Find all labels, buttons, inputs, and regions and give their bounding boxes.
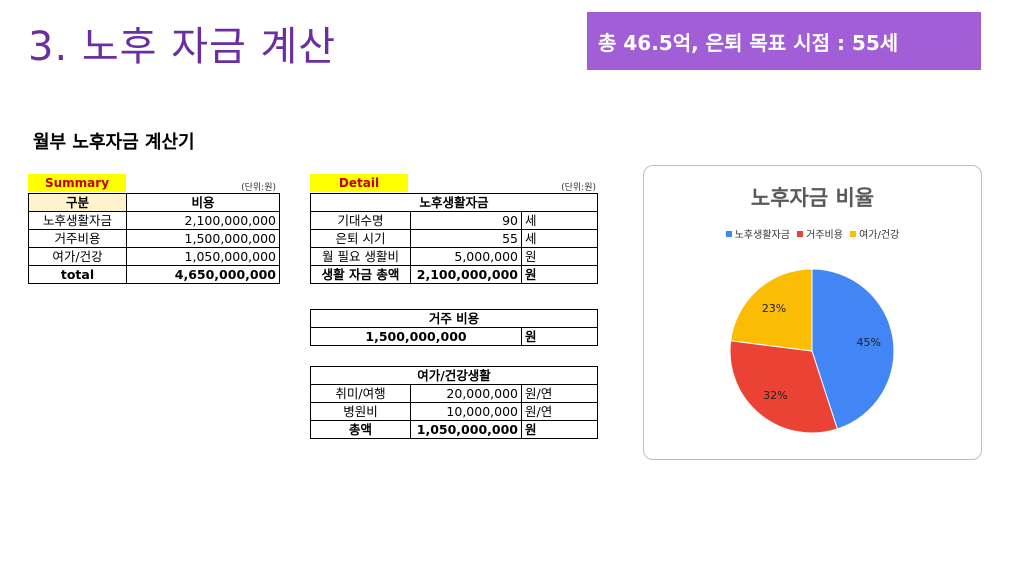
legend-swatch <box>850 231 857 237</box>
leisure-row-label: 취미/여행 <box>310 384 411 403</box>
summary-table: 구분 비용 노후생활자금 2,100,000,000 거주비용 1,500,00… <box>28 193 280 284</box>
legend-label: 여가/건강 <box>859 230 900 241</box>
table-row: 기대수명 90 세 <box>310 211 599 230</box>
legend-item: 거주비용 <box>797 226 843 241</box>
detail-tag: Detail <box>310 174 408 192</box>
living-row-value: 5,000,000 <box>410 247 522 266</box>
housing-value: 1,500,000,000 <box>310 327 522 346</box>
table-row: 노후생활자금 2,100,000,000 <box>28 211 280 230</box>
table-row: 월 필요 생활비 5,000,000 원 <box>310 247 599 266</box>
leisure-total-value: 1,050,000,000 <box>410 420 522 439</box>
legend-label: 노후생활자금 <box>734 230 790 241</box>
summary-unit-note: (단위:원) <box>241 183 276 193</box>
table-row: 여가/건강 1,050,000,000 <box>28 247 280 266</box>
living-row-value: 90 <box>410 211 522 230</box>
living-total-value: 2,100,000,000 <box>410 265 522 284</box>
summary-row-value: 1,500,000,000 <box>126 229 280 248</box>
legend-item: 노후생활자금 <box>725 226 790 241</box>
housing-unit: 원 <box>520 327 599 346</box>
table-row: 취미/여행 20,000,000 원/연 <box>310 384 598 403</box>
calculator-subtitle: 월부 노후자금 계산기 <box>33 132 195 153</box>
living-row-label: 기대수명 <box>310 211 411 230</box>
leisure-row-unit: 원/연 <box>521 384 598 403</box>
pie-chart-card: 노후자금 비율 노후생활자금 거주비용 여가/건강 45% 32% 23% <box>643 165 982 460</box>
summary-row-label: 노후생활자금 <box>28 211 127 230</box>
table-row: 병원비 10,000,000 원/연 <box>310 402 598 421</box>
leisure-row-value: 20,000,000 <box>410 384 522 403</box>
living-row-label: 은퇴 시기 <box>310 229 411 248</box>
table-row: 거주비용 1,500,000,000 <box>28 229 280 248</box>
living-row-value: 55 <box>410 229 522 248</box>
pie-data-label: 45% <box>856 336 880 349</box>
leisure-row-unit: 원/연 <box>521 402 598 421</box>
leisure-total-label: 총액 <box>310 420 411 439</box>
housing-cost-table: 거주 비용 1,500,000,000 원 <box>309 309 599 346</box>
housing-header-row: 거주 비용 <box>309 309 599 328</box>
summary-total-value: 4,650,000,000 <box>126 265 280 284</box>
pie-slice <box>729 340 838 434</box>
pie-data-label: 23% <box>762 302 786 315</box>
living-row-label: 월 필요 생활비 <box>310 247 411 266</box>
legend-label: 거주비용 <box>806 230 843 241</box>
summary-total-row: total 4,650,000,000 <box>28 265 280 284</box>
summary-row-label: 여가/건강 <box>28 247 127 266</box>
leisure-row-label: 병원비 <box>310 402 411 421</box>
living-fund-header: 노후생활자금 <box>309 193 599 212</box>
pie-data-label: 32% <box>763 389 787 402</box>
pie-slice <box>730 268 813 352</box>
leisure-header: 여가/건강생활 <box>310 366 598 385</box>
summary-tag: Summary <box>28 174 126 192</box>
leisure-row-value: 10,000,000 <box>410 402 522 421</box>
leisure-total-unit: 원 <box>521 420 598 439</box>
housing-value-row: 1,500,000,000 원 <box>310 327 599 346</box>
pie-chart: 45% 32% 23% <box>729 268 895 434</box>
living-total-row: 생활 자금 총액 2,100,000,000 원 <box>310 265 599 284</box>
summary-header-row: 구분 비용 <box>28 193 280 212</box>
legend-swatch <box>725 231 732 237</box>
living-total-unit: 원 <box>520 265 599 284</box>
leisure-health-table: 여가/건강생활 취미/여행 20,000,000 원/연 병원비 10,000,… <box>310 366 598 439</box>
chart-legend: 노후생활자금 거주비용 여가/건강 <box>644 226 981 241</box>
leisure-header-row: 여가/건강생활 <box>310 366 598 385</box>
summary-total-label: total <box>28 265 127 284</box>
summary-row-value: 1,050,000,000 <box>126 247 280 266</box>
living-fund-header-row: 노후생활자금 <box>309 193 599 212</box>
detail-unit-note: (단위:원) <box>561 183 596 193</box>
living-fund-table: 노후생활자금 기대수명 90 세 은퇴 시기 55 세 월 필요 생활비 5,0… <box>309 193 599 284</box>
table-row: 은퇴 시기 55 세 <box>310 229 599 248</box>
living-row-unit: 원 <box>520 247 599 266</box>
legend-item: 여가/건강 <box>850 226 899 241</box>
summary-banner: 총 46.5억, 은퇴 목표 시점 : 55세 <box>587 12 981 70</box>
housing-header: 거주 비용 <box>309 309 599 328</box>
living-row-unit: 세 <box>520 211 599 230</box>
pie-slice <box>811 268 895 430</box>
chart-title: 노후자금 비율 <box>750 186 875 210</box>
summary-row-label: 거주비용 <box>28 229 127 248</box>
summary-header-category: 구분 <box>28 193 127 212</box>
summary-row-value: 2,100,000,000 <box>126 211 280 230</box>
page-title: 3. 노후 자금 계산 <box>28 24 337 70</box>
living-row-unit: 세 <box>520 229 599 248</box>
leisure-total-row: 총액 1,050,000,000 원 <box>310 420 598 439</box>
legend-swatch <box>797 231 804 237</box>
living-total-label: 생활 자금 총액 <box>310 265 411 284</box>
summary-header-cost: 비용 <box>126 193 280 212</box>
